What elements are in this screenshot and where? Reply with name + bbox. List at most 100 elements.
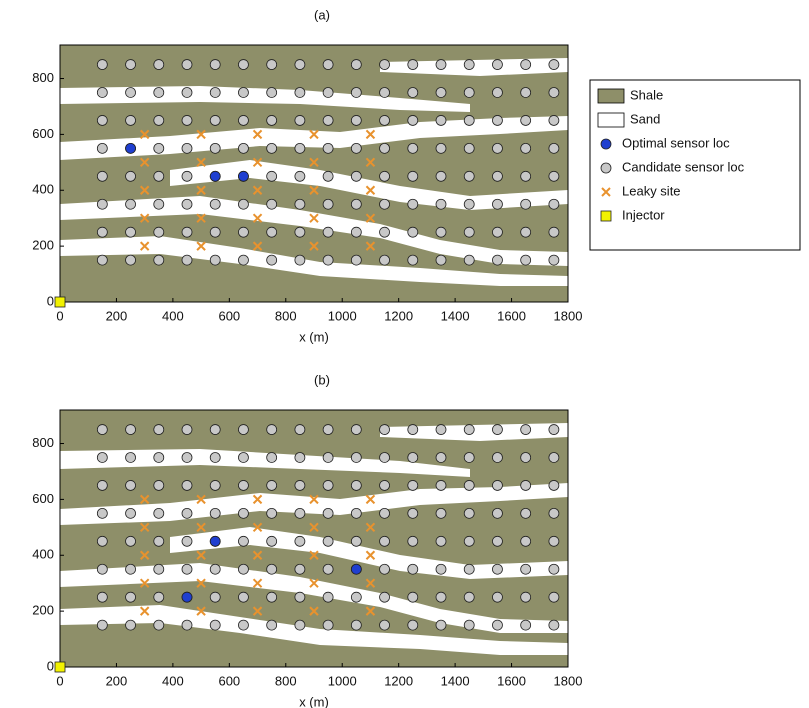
point: [209, 87, 221, 98]
point: [435, 254, 447, 266]
point: [252, 185, 263, 195]
point: [407, 480, 419, 491]
point: [181, 591, 193, 603]
point: [209, 198, 221, 210]
point: [407, 563, 419, 575]
point: [548, 142, 560, 154]
point: [463, 535, 475, 547]
point: [322, 115, 334, 126]
point: [350, 115, 362, 126]
point: [520, 170, 532, 182]
point: [520, 619, 532, 631]
point: [153, 452, 165, 463]
point: [125, 87, 136, 98]
point: [407, 59, 419, 70]
point: [520, 563, 532, 575]
point: [379, 591, 390, 603]
legend-marker: [600, 162, 612, 174]
point: [196, 185, 206, 195]
point: [350, 59, 362, 70]
point: [350, 198, 362, 210]
point: [238, 424, 249, 435]
point: [350, 452, 362, 463]
point: [350, 142, 362, 154]
point: [435, 452, 447, 463]
point: [379, 115, 390, 126]
point: [350, 226, 362, 238]
point: [266, 170, 278, 182]
point: [294, 87, 306, 98]
point: [238, 619, 249, 631]
y-tick-label: 600: [32, 126, 54, 141]
point: [365, 157, 376, 168]
point: [196, 494, 206, 505]
point: [322, 535, 334, 547]
point: [153, 198, 165, 210]
point: [125, 59, 136, 70]
point: [238, 142, 249, 154]
point: [463, 198, 475, 210]
point: [309, 578, 319, 588]
point: [266, 226, 278, 238]
point: [238, 480, 249, 491]
point: [153, 535, 165, 547]
sand-band: [60, 196, 568, 266]
point: [435, 535, 447, 547]
point: [139, 606, 150, 616]
point: [463, 563, 475, 575]
point: [196, 550, 206, 560]
point: [548, 198, 560, 210]
point: [407, 226, 419, 238]
point: [238, 452, 249, 463]
point: [407, 535, 419, 547]
point: [322, 619, 334, 631]
point: [196, 213, 206, 223]
point: [309, 606, 319, 616]
point: [463, 619, 475, 631]
point: [322, 452, 334, 463]
point: [548, 507, 560, 519]
geology-b: [60, 410, 568, 667]
point: [294, 142, 306, 154]
point: [252, 241, 263, 251]
point: [209, 115, 221, 126]
point: [139, 157, 150, 168]
point: [407, 142, 419, 154]
point: [548, 563, 560, 575]
point: [153, 591, 165, 603]
point: [407, 452, 419, 463]
point: [322, 87, 334, 98]
point: [181, 424, 193, 435]
point: [365, 213, 376, 223]
point: [266, 424, 278, 435]
point: [209, 535, 221, 547]
point: [96, 142, 108, 154]
legend-label: Injector: [622, 207, 665, 222]
sand-band: [60, 563, 568, 633]
point: [407, 170, 419, 182]
point: [96, 591, 108, 603]
point: [379, 142, 390, 154]
point: [322, 226, 334, 238]
point: [548, 115, 560, 126]
point: [463, 226, 475, 238]
point: [407, 424, 419, 435]
point: [153, 170, 165, 182]
point: [96, 115, 108, 126]
point: [520, 591, 532, 603]
point: [379, 87, 390, 98]
point: [125, 619, 136, 631]
point: [266, 87, 278, 98]
point: [294, 254, 306, 266]
plot-frame: [59, 44, 569, 303]
x-tick-label: 1000: [328, 673, 357, 688]
point: [309, 494, 319, 505]
point: [463, 115, 475, 126]
point: [309, 129, 319, 140]
point: [294, 452, 306, 463]
point: [209, 507, 221, 519]
point: [520, 226, 532, 238]
point: [365, 241, 376, 251]
point: [196, 522, 206, 533]
point: [492, 142, 503, 154]
